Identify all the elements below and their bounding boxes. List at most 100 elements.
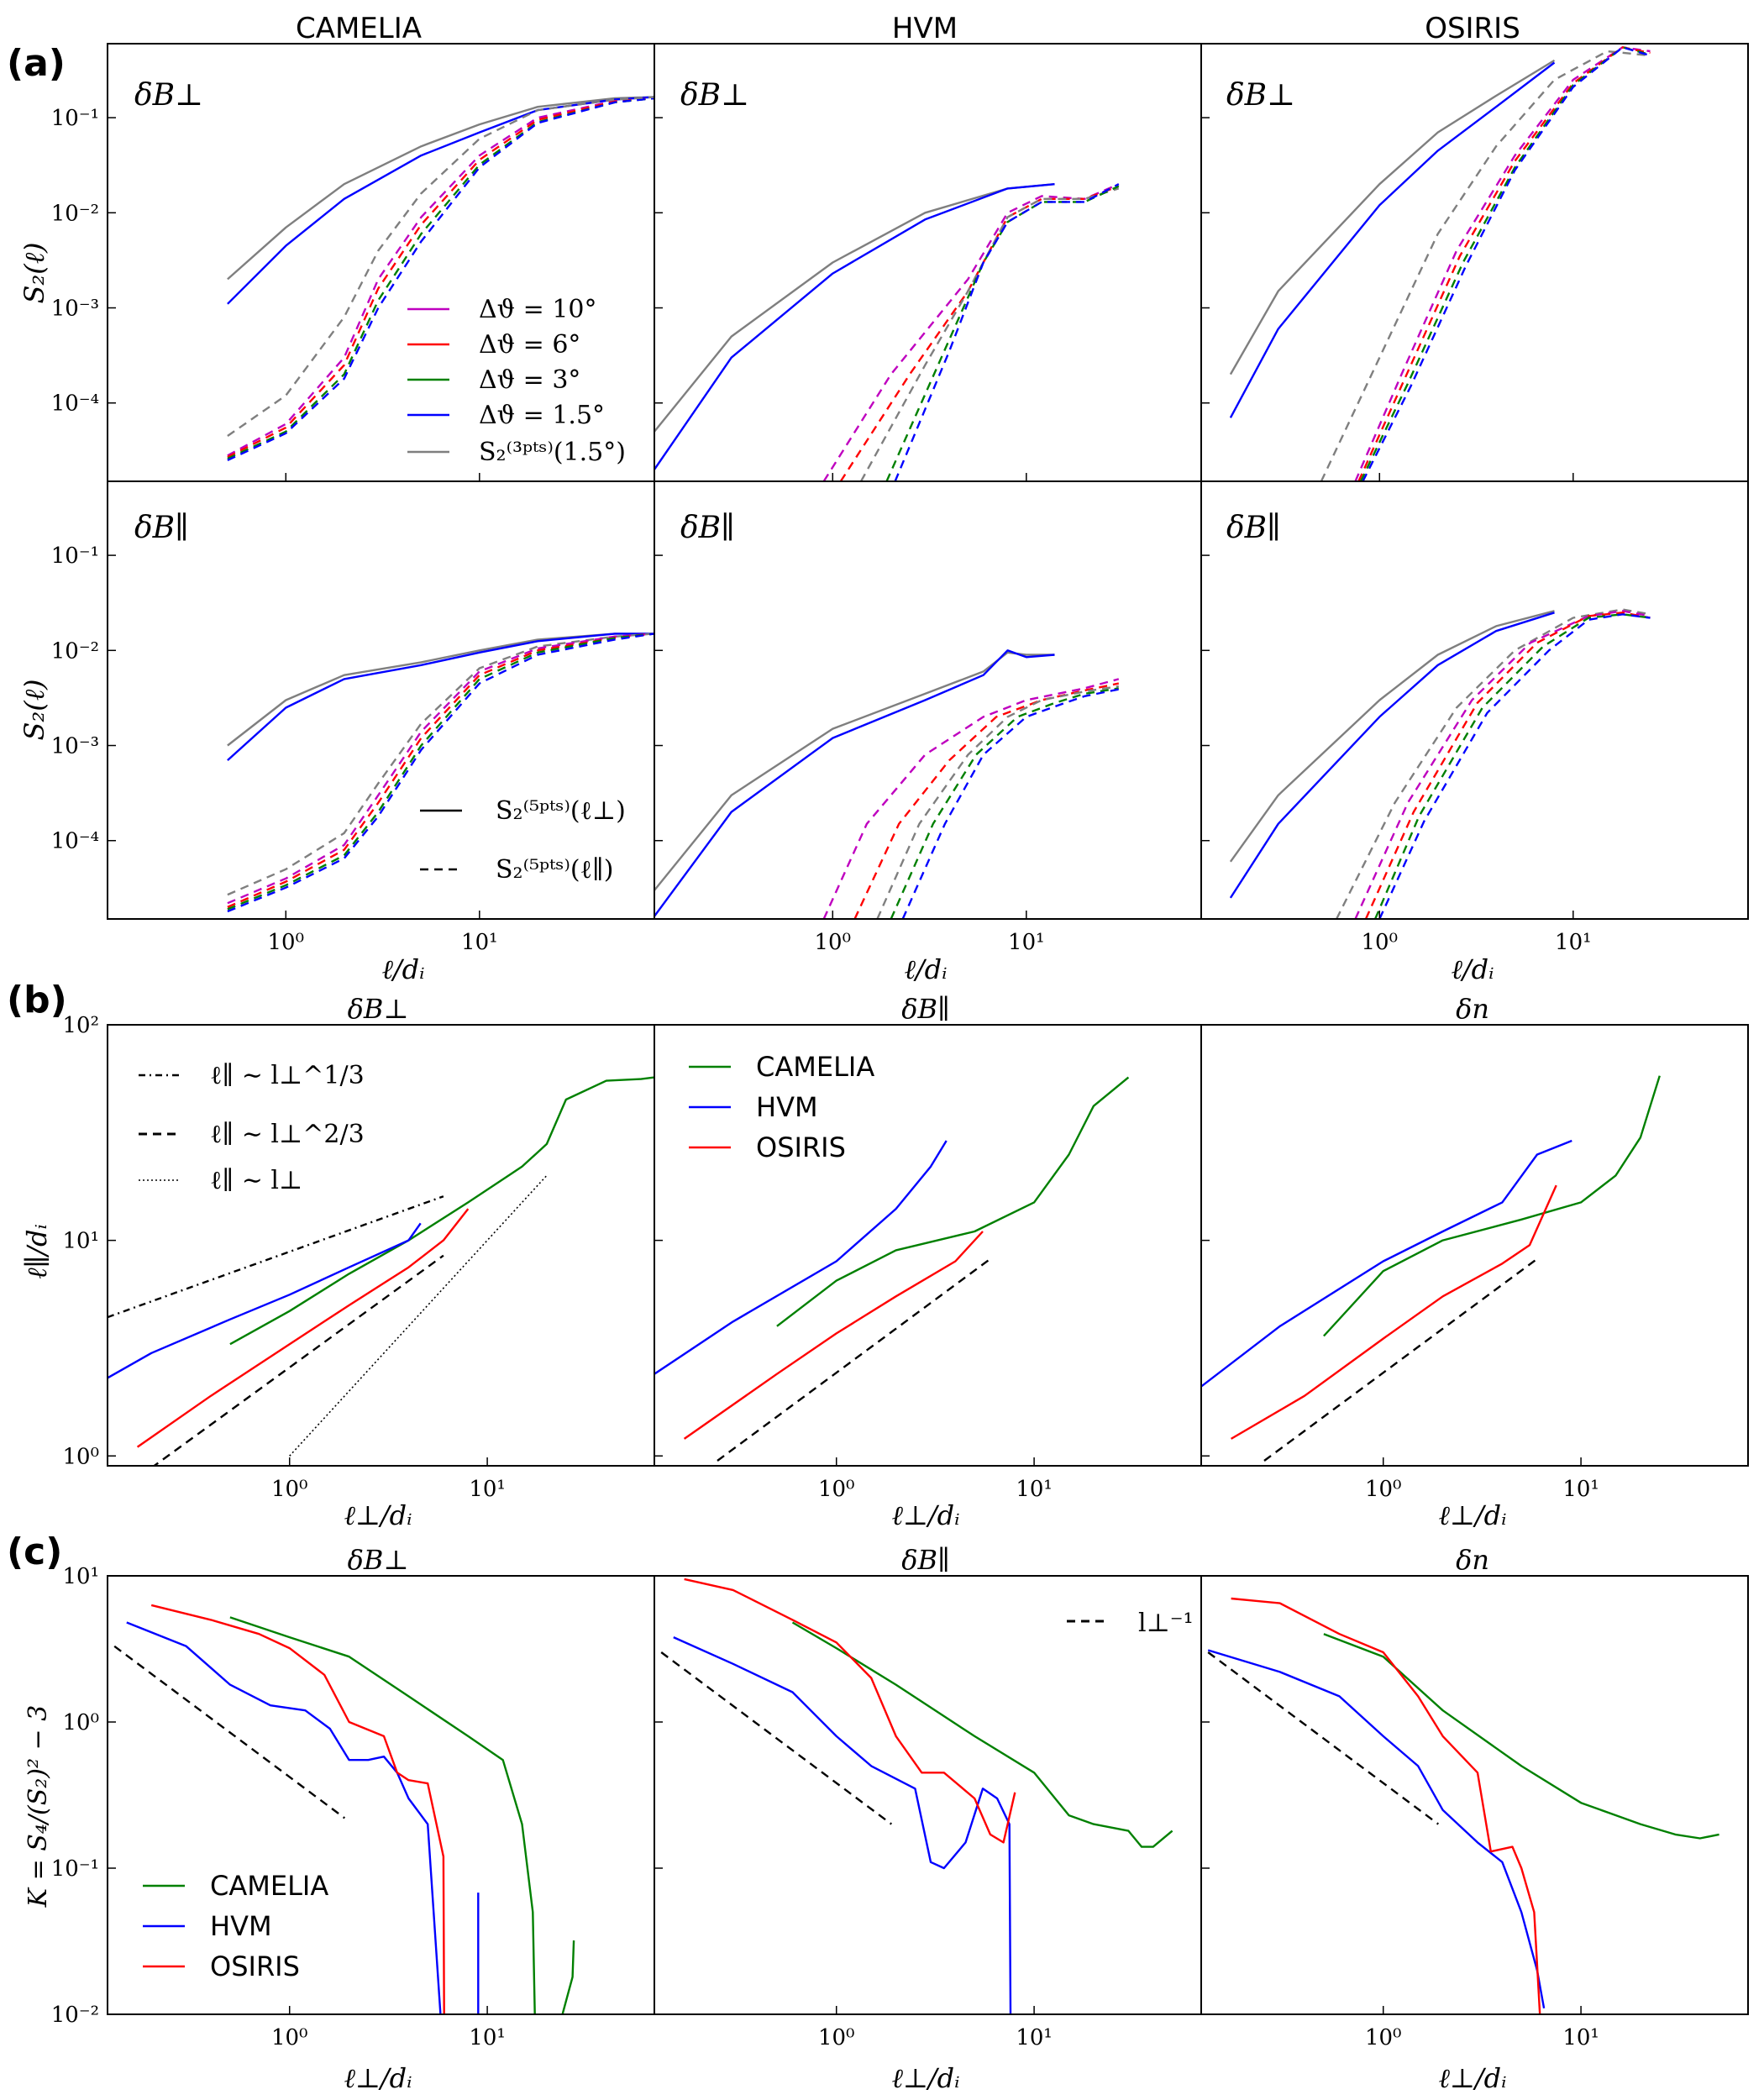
series-line-a2-4 bbox=[859, 187, 1120, 481]
series-group-a6 bbox=[1229, 608, 1651, 919]
xtick-label-c3-0: 10⁰ bbox=[1365, 2025, 1402, 2050]
series-line-c1-0 bbox=[113, 1645, 346, 1819]
panel-c3: 10⁰ 10¹ bbox=[1200, 1575, 1749, 2050]
xtick-label-a5-0: 10⁰ bbox=[815, 930, 852, 955]
ytick-label-b1-0: 10² bbox=[62, 1013, 99, 1038]
series-line-a2-6 bbox=[894, 183, 1120, 481]
ytick-label-c1-2: 10⁻¹ bbox=[51, 1856, 99, 1882]
ytick-label-a4-2: 10⁻³ bbox=[51, 734, 99, 759]
ytick-label-a1-0: 10⁻¹ bbox=[51, 106, 99, 131]
series-line-a2-1 bbox=[654, 183, 1055, 470]
row-label-b: (b) bbox=[7, 979, 67, 1021]
title-c-3: δn bbox=[1456, 1544, 1489, 1576]
series-line-a2-2 bbox=[822, 183, 1120, 481]
series-line-a6-2 bbox=[1336, 608, 1651, 919]
ytick-label-c1-3: 10⁻² bbox=[51, 2003, 99, 2028]
legend-text-d6: Δϑ = 6° bbox=[479, 330, 580, 360]
legend-text-osiris-c: OSIRIS bbox=[210, 1950, 300, 1982]
series-group-b3 bbox=[1201, 1075, 1661, 1462]
series-line-a2-0 bbox=[654, 183, 1055, 433]
panel-a6: 10⁰ 10¹ bbox=[1200, 480, 1749, 955]
panel-label-a4: δB∥ bbox=[134, 511, 189, 545]
column-title-osiris: OSIRIS bbox=[1425, 12, 1520, 45]
legend-text-hvm-c: HVM bbox=[210, 1910, 272, 1942]
series-line-b2-1 bbox=[776, 1076, 1130, 1327]
xlabel-b-1: ℓ⊥/dᵢ bbox=[344, 1499, 412, 1531]
axes-frame-c2 bbox=[654, 1575, 1202, 2015]
ytick-label-a4-1: 10⁻² bbox=[51, 638, 99, 664]
axes-frame-b2 bbox=[654, 1024, 1202, 1467]
series-line-b1-2 bbox=[289, 1174, 548, 1457]
axes-frame-b1 bbox=[107, 1024, 655, 1467]
legend-text-b-13: ℓ∥ ∼ l⊥^1/3 bbox=[210, 1061, 365, 1090]
series-group-c2 bbox=[660, 1578, 1173, 2014]
series-line-c1-5 bbox=[150, 1604, 445, 2014]
axes-frame-b3 bbox=[1200, 1024, 1749, 1467]
series-line-c1-1 bbox=[229, 1616, 536, 2014]
legend-text-linv: l⊥⁻¹ bbox=[1138, 1609, 1194, 1638]
series-line-a1-0 bbox=[227, 96, 654, 281]
legend-c2: l⊥⁻¹ bbox=[1067, 1609, 1194, 1638]
ylabel-c: K = S₄/(S₂)² − 3 bbox=[24, 1705, 53, 1908]
series-line-a3-3 bbox=[1354, 46, 1651, 481]
xtick-label-b3-1: 10¹ bbox=[1562, 1477, 1599, 1502]
series-line-a1-6 bbox=[227, 96, 654, 437]
series-line-a5-0 bbox=[654, 651, 1055, 891]
series-line-a3-0 bbox=[1229, 59, 1556, 375]
legend-text-d3: Δϑ = 3° bbox=[479, 365, 580, 395]
xtick-label-b1-0: 10⁰ bbox=[271, 1477, 308, 1502]
series-line-c2-2 bbox=[673, 1636, 1012, 2014]
series-line-b1-5 bbox=[136, 1208, 470, 1448]
series-line-b1-4 bbox=[108, 1222, 422, 1379]
series-line-c2-1 bbox=[791, 1621, 1173, 1848]
series-group-c1 bbox=[113, 1604, 575, 2014]
series-line-a5-5 bbox=[890, 687, 1119, 919]
xtick-label-b3-0: 10⁰ bbox=[1365, 1477, 1402, 1502]
legend-text-3pts: S₂⁽³ᵖᵗˢ⁾(1.5°) bbox=[479, 438, 626, 467]
series-line-a1-3 bbox=[227, 97, 654, 459]
panel-a3 bbox=[1200, 43, 1749, 482]
xtick-label-c1-0: 10⁰ bbox=[271, 2025, 308, 2050]
series-line-a6-6 bbox=[1378, 613, 1651, 919]
series-line-a1-1 bbox=[227, 96, 654, 305]
series-line-a5-3 bbox=[853, 682, 1120, 919]
ytick-label-a4-3: 10⁻⁴ bbox=[51, 829, 99, 854]
series-line-a6-3 bbox=[1354, 610, 1651, 919]
panel-label-a5: δB∥ bbox=[680, 511, 735, 545]
legend-a4: S₂⁽⁵ᵖᵗˢ⁾(ℓ⊥) S₂⁽⁵ᵖᵗˢ⁾(ℓ∥) bbox=[420, 796, 626, 885]
xlabel-a-2: ℓ/dᵢ bbox=[904, 953, 947, 985]
series-line-a3-5 bbox=[1359, 46, 1651, 481]
xtick-label-b1-1: 10¹ bbox=[469, 1477, 506, 1502]
axes-frame-c3 bbox=[1200, 1575, 1749, 2015]
series-group-a1 bbox=[227, 96, 654, 461]
title-b-3: δn bbox=[1456, 993, 1489, 1025]
series-group-a4 bbox=[227, 633, 654, 913]
series-line-c1-3 bbox=[126, 1621, 442, 2014]
panel-a4: 10⁻¹ 10⁻² 10⁻³ 10⁻⁴ 10⁰ 10¹ bbox=[51, 480, 655, 955]
series-line-a6-0 bbox=[1229, 610, 1555, 863]
series-group-c3 bbox=[1207, 1597, 1719, 2014]
panel-a1: 10⁻¹ 10⁻² 10⁻³ 10⁻⁴ bbox=[51, 43, 655, 482]
column-title-camelia: CAMELIA bbox=[296, 12, 422, 45]
legend-c1: CAMELIA HVM OSIRIS bbox=[143, 1870, 328, 1982]
series-line-a4-5 bbox=[227, 633, 654, 911]
title-c-1: δB⊥ bbox=[348, 1544, 409, 1576]
series-line-b3-0 bbox=[1263, 1257, 1538, 1462]
panel-label-a3: δB⊥ bbox=[1226, 78, 1295, 113]
series-group-a5 bbox=[654, 649, 1120, 919]
axes-frame-a6 bbox=[1200, 480, 1749, 920]
panel-a2 bbox=[654, 43, 1202, 482]
title-c-2: δB∥ bbox=[901, 1544, 950, 1576]
series-line-c3-3 bbox=[1231, 1597, 1541, 2014]
legend-text-d10: Δϑ = 10° bbox=[479, 295, 597, 324]
series-line-a6-4 bbox=[1364, 612, 1651, 919]
xtick-label-c2-1: 10¹ bbox=[1016, 2025, 1053, 2050]
legend-text-b-1: ℓ∥ ∼ l⊥ bbox=[210, 1166, 302, 1195]
series-line-a1-4 bbox=[227, 97, 654, 460]
xtick-label-a6-1: 10¹ bbox=[1555, 930, 1592, 955]
axes-frame-a4 bbox=[107, 480, 655, 920]
series-line-a4-3 bbox=[227, 633, 654, 905]
series-line-c1-2 bbox=[561, 1940, 575, 2014]
